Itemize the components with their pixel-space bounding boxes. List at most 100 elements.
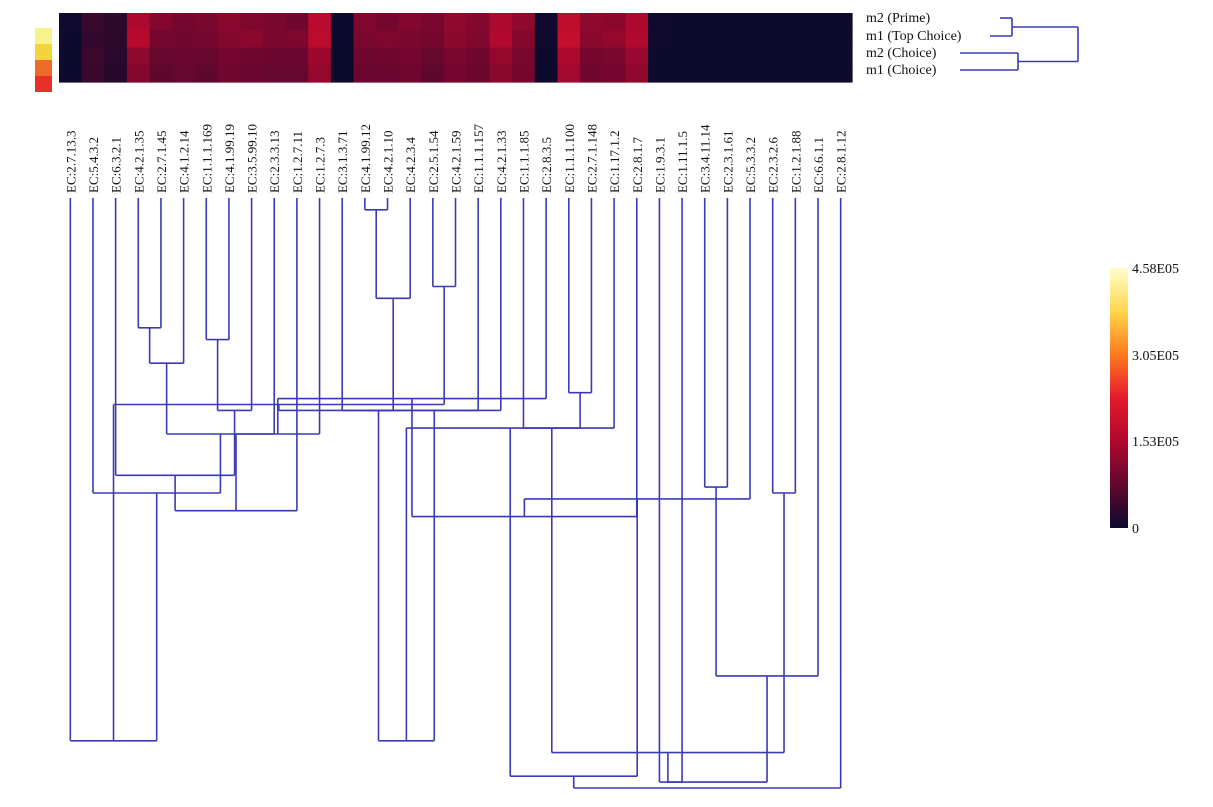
heatmap-cell [693, 13, 717, 31]
heatmap-cell [716, 64, 740, 83]
colorbar-tick-label: 4.58E05 [1132, 262, 1179, 277]
heatmap-cell [534, 13, 559, 31]
heatmap-cell [217, 13, 241, 31]
heatmap-cell [784, 64, 808, 83]
heatmap-cell [330, 13, 355, 31]
heatmap-cell [761, 64, 785, 83]
heatmap-cell [602, 13, 627, 31]
heatmap-cell [104, 30, 128, 49]
column-label: EC:2.8.1.7 [630, 137, 645, 193]
heatmap-cell [240, 64, 264, 83]
colorbar-tick-labels: 4.58E05 3.05E05 1.53E05 0 [1132, 262, 1179, 537]
heatmap-cell [580, 47, 604, 66]
heatmap-cell [648, 13, 672, 31]
heatmap-cell [104, 13, 128, 31]
heatmap-cell [466, 30, 491, 49]
heatmap-cell [285, 64, 309, 83]
heatmap-cell [421, 13, 445, 31]
sidebar-swatch [35, 76, 52, 92]
row-labels: m2 (Prime) m1 (Top Choice) m2 (Choice) m1 (… [866, 11, 962, 78]
heatmap-cell [104, 47, 128, 66]
heatmap-cell [398, 47, 423, 66]
heatmap-cell [59, 47, 83, 66]
heatmap-cell [194, 13, 219, 31]
sidebar-swatch [35, 60, 52, 76]
heatmap-cell [829, 64, 853, 83]
heatmap-cell [557, 64, 581, 83]
heatmap-cell [262, 64, 287, 83]
heatmap-cell [829, 47, 853, 66]
heatmap-cell [444, 64, 468, 83]
column-label: EC:3.5.99.10 [245, 124, 260, 193]
heatmap-cell [489, 13, 513, 31]
heatmap-cell [602, 47, 627, 66]
row-label: m1 (Top Choice) [866, 29, 962, 44]
heatmap-cell [466, 47, 491, 66]
heatmap-cell [784, 13, 808, 31]
heatmap-cell [398, 13, 423, 31]
heatmap-cell [602, 64, 627, 83]
heatmap-cell [59, 64, 83, 83]
column-labels: EC:2.7.13.3 EC:5.4.3.2 EC:6.3.2.1 EC:4.2.1.… [63, 124, 848, 193]
column-label: EC:2.3.1.61 [720, 131, 735, 193]
colorbar [1110, 268, 1128, 528]
heatmap-cell [126, 47, 151, 66]
column-label: EC:4.1.99.12 [358, 124, 373, 193]
column-label: EC:5.4.3.2 [86, 137, 101, 193]
heatmap-cell [126, 13, 151, 31]
heatmap-cell [81, 13, 105, 31]
row-label: m2 (Choice) [866, 46, 937, 61]
heatmap-cell [806, 13, 830, 31]
heatmap-cell [784, 30, 808, 49]
heatmap-cell [217, 30, 241, 49]
heatmap-cell [81, 64, 105, 83]
row-label: m1 (Choice) [866, 63, 937, 78]
heatmap-cell [670, 47, 694, 66]
column-label: EC:1.1.1.85 [516, 131, 531, 193]
heatmap-cell [59, 30, 83, 49]
heatmap-cell [534, 47, 559, 66]
column-label: EC:1.9.3.1 [652, 137, 667, 193]
row-color-sidebar [35, 28, 52, 92]
heatmap-cell [693, 30, 717, 49]
colorbar-tick-label: 0 [1132, 522, 1139, 537]
heatmap-cell [262, 47, 287, 66]
column-label: EC:1.2.1.88 [788, 131, 803, 193]
heatmap-cell [217, 47, 241, 66]
heatmap-cell [625, 30, 649, 49]
column-label: EC:3.1.3.71 [335, 131, 350, 193]
column-label: EC:4.2.1.35 [131, 131, 146, 193]
sidebar-swatch [35, 44, 52, 60]
heatmap-cell [738, 30, 762, 49]
heatmap-cell [738, 64, 762, 83]
heatmap-cell [376, 13, 400, 31]
heatmap-cell [670, 30, 694, 49]
heatmap-cell [240, 47, 264, 66]
column-label: EC:6.3.2.1 [109, 137, 124, 193]
heatmap-cell [648, 30, 672, 49]
heatmap-cell [534, 64, 559, 83]
heatmap-cell [512, 13, 536, 31]
heatmap-cell [172, 64, 196, 83]
heatmap-cell [512, 47, 536, 66]
heatmap-cell [330, 47, 355, 66]
heatmap-cell [716, 13, 740, 31]
heatmap-cell [353, 30, 377, 49]
column-label: EC:2.3.3.13 [267, 131, 282, 193]
heatmap-cell [625, 13, 649, 31]
heatmap-cell [126, 30, 151, 49]
heatmap-cell [489, 47, 513, 66]
heatmap-cell [149, 30, 173, 49]
heatmap-cell [262, 30, 287, 49]
heatmap-cell [285, 13, 309, 31]
heatmap-cell [580, 30, 604, 49]
heatmap-cell [625, 47, 649, 66]
heatmap-cell [829, 13, 853, 31]
heatmap-cell [761, 13, 785, 31]
heatmap-cell [172, 47, 196, 66]
heatmap-cell [59, 13, 83, 31]
heatmap-cell [421, 30, 445, 49]
heatmap-cell [670, 13, 694, 31]
heatmap-cell [376, 64, 400, 83]
heatmap-cell [262, 13, 287, 31]
